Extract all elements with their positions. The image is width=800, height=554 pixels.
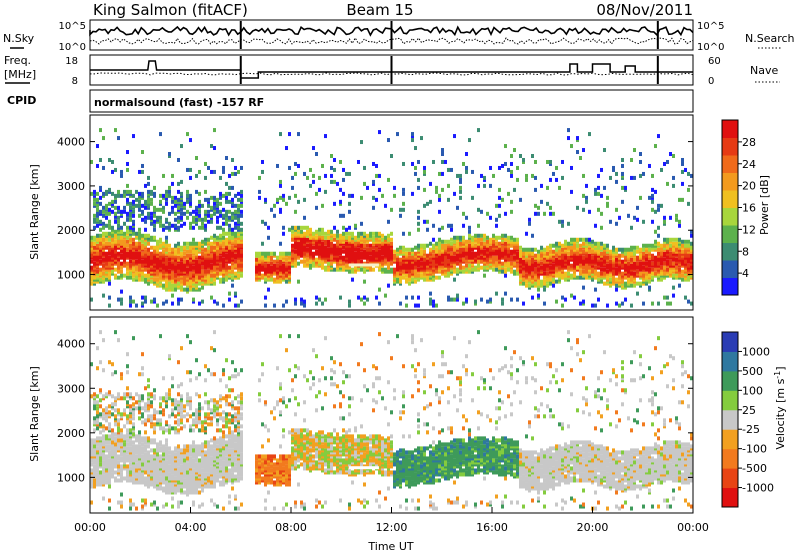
power-colorbar-tick: 4 bbox=[742, 267, 749, 280]
noise-right-tick-top: 10^5 bbox=[697, 21, 724, 32]
noise-search-trace bbox=[89, 36, 694, 45]
velocity-colorbar-swatch bbox=[722, 468, 738, 489]
time-tick-label: 16:00 bbox=[476, 521, 508, 534]
velocity-colorbar-tick: 1000 bbox=[742, 345, 770, 358]
noise-left-tick-bottom: 10^0 bbox=[59, 42, 86, 53]
noise-right-tick-bottom: 10^0 bbox=[697, 42, 724, 53]
nave-label: Nave bbox=[750, 64, 778, 77]
frequency-panel: 18 8 60 0 Freq. [MHz] Nave bbox=[4, 54, 780, 87]
power-colorbar-swatch bbox=[722, 172, 738, 191]
power-ylabel: Slant Range [km] bbox=[28, 164, 41, 260]
power-colorbar: 4 8 12 16 20 24 28 Power [dB] bbox=[721, 119, 771, 296]
time-tick-label: 00:00 bbox=[677, 521, 709, 534]
power-ytick-label: 4000 bbox=[57, 136, 85, 149]
power-colorbar-swatch bbox=[722, 225, 738, 243]
velocity-colorbar-swatch bbox=[722, 429, 738, 450]
velocity-colorbar-tick: -1000 bbox=[742, 482, 774, 495]
velocity-colorbar-swatch bbox=[722, 370, 738, 391]
time-tick-label: 08:00 bbox=[275, 521, 307, 534]
time-tick-label: 00:00 bbox=[74, 521, 106, 534]
velocity-ytick-label: 4000 bbox=[57, 338, 85, 351]
velocity-heatmap bbox=[90, 330, 693, 511]
power-colorbar-swatch bbox=[722, 120, 738, 138]
power-colorbar-tick: 24 bbox=[742, 158, 756, 171]
velocity-panel: 1000 2000 3000 4000 00:00 04:00 08:00 12:00 16:… bbox=[28, 316, 709, 553]
station-title: King Salmon (fitACF) bbox=[93, 1, 248, 19]
velocity-colorbar-swatch bbox=[722, 409, 738, 430]
time-tick-label: 04:00 bbox=[175, 521, 207, 534]
time-tick-label: 20:00 bbox=[577, 521, 609, 534]
velocity-ytick-label: 3000 bbox=[57, 382, 85, 395]
noise-search-label: N.Search bbox=[745, 32, 795, 45]
power-colorbar-tick: 20 bbox=[742, 180, 756, 193]
cpid-label: CPID bbox=[7, 94, 36, 107]
velocity-ytick-label: 1000 bbox=[57, 471, 85, 484]
power-ytick-label: 1000 bbox=[57, 269, 85, 282]
cpid-value: normalsound (fast) -157 RF bbox=[94, 96, 264, 109]
power-heatmap bbox=[90, 128, 693, 308]
velocity-colorbar-tick: -500 bbox=[742, 462, 767, 475]
noise-panel: 10^5 10^0 10^5 10^0 N.Sky N.Search bbox=[3, 19, 795, 53]
velocity-colorbar-swatch bbox=[722, 448, 738, 469]
velocity-colorbar-tick: 500 bbox=[742, 365, 763, 378]
velocity-colorbar-label: Velocity [m s-1] bbox=[773, 366, 788, 449]
power-colorbar-label: Power [dB] bbox=[758, 175, 771, 235]
frequency-trace bbox=[90, 60, 693, 79]
noise-sky-trace bbox=[89, 25, 694, 37]
freq-right-tick-top: 60 bbox=[708, 56, 721, 67]
velocity-colorbar-tick: -100 bbox=[742, 443, 767, 456]
power-colorbar-swatch bbox=[722, 155, 738, 173]
power-colorbar-swatch bbox=[722, 137, 738, 156]
date-title: 08/Nov/2011 bbox=[596, 1, 693, 19]
freq-right-tick-bottom: 0 bbox=[708, 76, 714, 87]
power-panel: 1000 2000 3000 4000 Slant Range [km] bbox=[28, 114, 694, 311]
noise-sky-label: N.Sky bbox=[3, 32, 35, 45]
velocity-colorbar-swatch bbox=[722, 351, 738, 372]
velocity-colorbar-tick: 100 bbox=[742, 384, 763, 397]
power-colorbar-tick: 12 bbox=[742, 223, 756, 236]
power-colorbar-tick: 8 bbox=[742, 245, 749, 258]
beam-title: Beam 15 bbox=[346, 1, 413, 19]
power-colorbar-swatch bbox=[722, 190, 738, 208]
power-colorbar-swatch bbox=[722, 242, 738, 261]
noise-traces bbox=[89, 21, 694, 49]
velocity-colorbar-swatch bbox=[722, 332, 738, 352]
freq-label-2: [MHz] bbox=[4, 68, 36, 81]
power-colorbar-tick: 28 bbox=[742, 136, 756, 149]
time-tick-label: 12:00 bbox=[376, 521, 408, 534]
time-axis-label: Time UT bbox=[367, 540, 413, 553]
power-ytick-label: 2000 bbox=[57, 224, 85, 237]
velocity-ytick-label: 2000 bbox=[57, 427, 85, 440]
velocity-colorbar-tick: 25 bbox=[742, 404, 756, 417]
velocity-colorbar: 1000 500 100 25 -25 -100 -500 -1000 Velocity [m… bbox=[721, 331, 788, 508]
power-colorbar-tick: 16 bbox=[742, 202, 756, 215]
velocity-colorbar-tick: -25 bbox=[742, 423, 760, 436]
freq-left-tick-bottom: 8 bbox=[72, 76, 78, 87]
power-colorbar-swatch bbox=[722, 207, 738, 226]
freq-label-1: Freq. bbox=[4, 54, 31, 67]
freq-left-tick-top: 18 bbox=[65, 56, 78, 67]
power-colorbar-swatch bbox=[722, 277, 738, 296]
velocity-colorbar-swatch bbox=[722, 487, 738, 508]
frequency-traces bbox=[90, 56, 694, 84]
power-colorbar-swatch bbox=[722, 260, 738, 278]
noise-left-tick-top: 10^5 bbox=[59, 21, 86, 32]
power-ytick-label: 3000 bbox=[57, 180, 85, 193]
velocity-colorbar-swatch bbox=[722, 390, 738, 411]
velocity-ylabel: Slant Range [km] bbox=[28, 366, 41, 462]
